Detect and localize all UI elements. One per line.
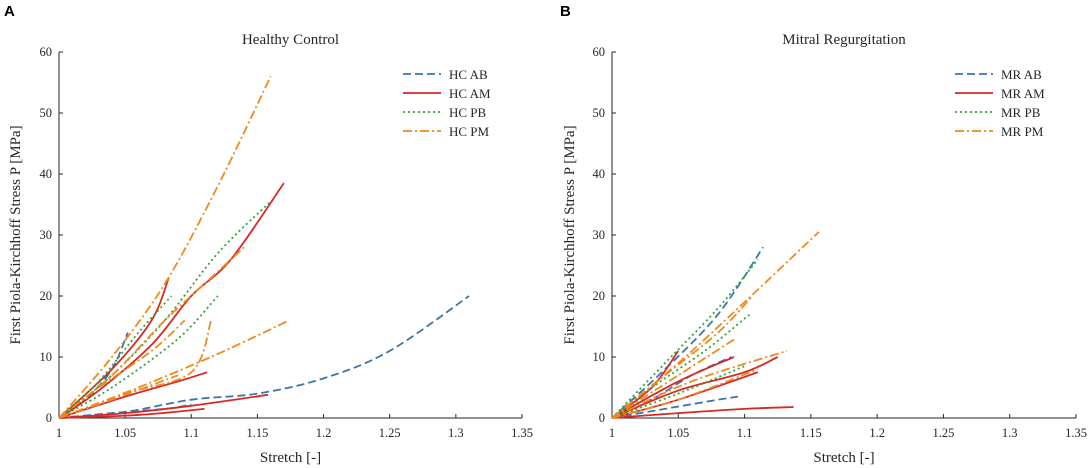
x-tick-label: 1.1 <box>183 426 199 440</box>
y-tick-label: 10 <box>40 350 53 364</box>
legend-label: MR AM <box>1001 86 1045 101</box>
y-tick-label: 20 <box>40 289 53 303</box>
series-curve <box>58 371 208 419</box>
x-tick-label: 1.1 <box>737 426 753 440</box>
series-hc-am <box>58 182 285 419</box>
legend-label: HC AM <box>449 86 491 101</box>
x-tick-label: 1.3 <box>1002 426 1018 440</box>
x-tick-label: 1.15 <box>246 426 268 440</box>
y-tick-label: 60 <box>593 45 606 59</box>
series-curve <box>611 246 764 419</box>
series-curve <box>611 350 788 419</box>
series-mr-pm <box>611 231 820 419</box>
x-tick-label: 1 <box>56 426 62 440</box>
legend: MR AB MR AM MR PB MR PM <box>955 67 1045 139</box>
series-curve <box>58 76 272 419</box>
legend: HC AB HC AM HC PB HC PM <box>403 67 491 139</box>
chart-title: Mitral Regurgitation <box>782 32 906 48</box>
y-tick-label: 20 <box>593 289 606 303</box>
series-curve <box>58 374 179 419</box>
y-tick-label: 10 <box>593 350 606 364</box>
legend-label: MR AB <box>1001 67 1042 82</box>
x-tick-label: 1.05 <box>114 426 136 440</box>
y-axis-label: First Piola-Kirchhoff Stress P [MPa] <box>562 125 578 344</box>
panel-mitral-regurgitation: B Mitral Regurgitation 1 1.05 1.1 1.15 1.2 1.25… <box>560 3 1087 466</box>
series-mr-ab <box>611 246 764 419</box>
series-curve <box>611 395 739 419</box>
y-tick-label: 30 <box>40 228 53 242</box>
series-curve <box>611 356 735 419</box>
series-curve <box>58 407 205 419</box>
series-hc-ab <box>58 295 470 419</box>
y-tick-label: 0 <box>46 411 52 425</box>
y-tick-label: 0 <box>599 411 605 425</box>
series-curve <box>58 277 170 419</box>
x-tick-label: 1.15 <box>800 426 822 440</box>
panel-healthy-control: A Healthy Control 1 1.05 1.1 1.15 1.2 1.25 1.3 1.… <box>4 3 533 466</box>
y-tick-label: 40 <box>593 167 606 181</box>
x-tick-label: 1.35 <box>1065 426 1087 440</box>
x-tick-label: 1.25 <box>379 426 401 440</box>
series-curve <box>58 319 186 419</box>
series-curve <box>58 295 470 419</box>
series-curve <box>58 295 173 419</box>
x-tick-label: 1.35 <box>511 426 533 440</box>
y-axis-label: First Piola-Kirchhoff Stress P [MPa] <box>8 125 24 344</box>
series-curve <box>611 258 759 419</box>
series-hc-pm <box>58 76 290 419</box>
series-curve <box>611 356 779 419</box>
y-tick-label: 40 <box>40 167 53 181</box>
chart-title: Healthy Control <box>242 32 339 48</box>
series-curve <box>611 365 745 419</box>
x-axis-label: Stretch [-] <box>260 450 321 466</box>
series-curve <box>611 313 751 419</box>
series-curve <box>611 406 794 419</box>
series-curve <box>58 393 269 419</box>
series-curve <box>58 182 285 419</box>
x-axis-label: Stretch [-] <box>813 450 874 466</box>
y-tick-label: 60 <box>40 45 53 59</box>
series-mr-pb <box>611 258 759 419</box>
x-tick-label: 1.2 <box>869 426 885 440</box>
x-tick-label: 1 <box>609 426 615 440</box>
legend-label: HC AB <box>449 67 488 82</box>
x-tick-label: 1.25 <box>932 426 954 440</box>
y-tick-label: 30 <box>593 228 606 242</box>
legend-label: HC PM <box>449 124 490 139</box>
panel-letter: A <box>4 3 15 20</box>
x-tick-label: 1.05 <box>667 426 689 440</box>
series-curve <box>58 319 290 419</box>
y-tick-label: 50 <box>593 106 606 120</box>
legend-label: HC PB <box>449 105 487 120</box>
panel-letter: B <box>560 3 571 20</box>
series-curve <box>611 337 736 419</box>
x-tick-label: 1.3 <box>448 426 464 440</box>
series-curve <box>611 368 759 419</box>
legend-label: MR PB <box>1001 105 1041 120</box>
x-tick-label: 1.2 <box>316 426 332 440</box>
legend-label: MR PM <box>1001 124 1044 139</box>
y-tick-label: 50 <box>40 106 53 120</box>
